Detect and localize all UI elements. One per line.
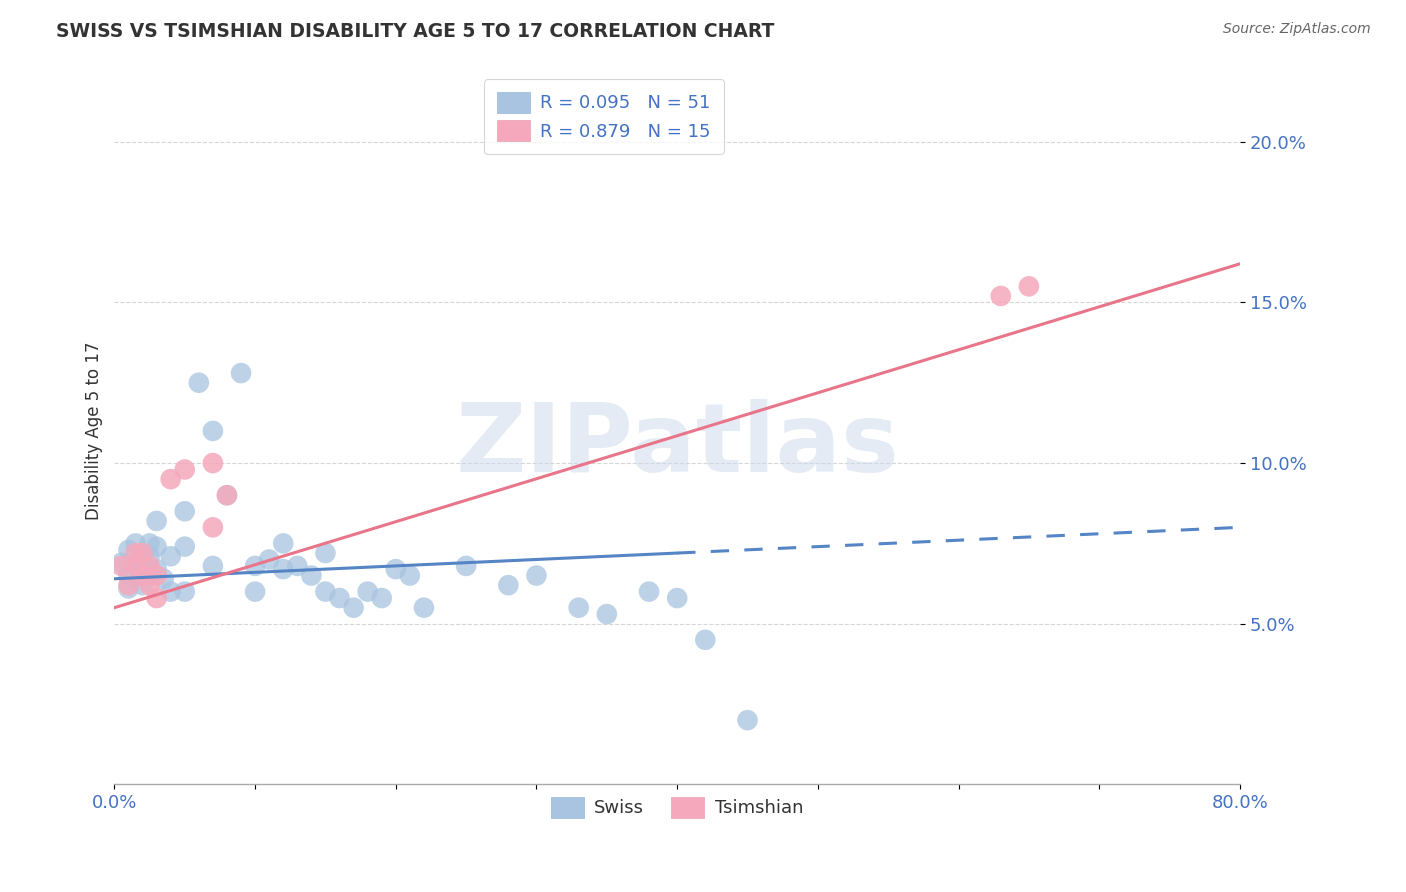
Point (596, 607, 619, 621)
Point (314, 546, 336, 560)
Text: Source: ZipAtlas.com: Source: ZipAtlas.com (1223, 22, 1371, 37)
Point (138, 578, 160, 592)
Point (110, 558, 132, 573)
Point (356, 584, 378, 599)
Point (173, 584, 195, 599)
Point (399, 568, 422, 582)
Point (138, 558, 160, 573)
Point (201, 520, 224, 534)
Point (201, 424, 224, 438)
Point (131, 578, 153, 592)
Point (271, 562, 294, 576)
Point (159, 472, 181, 486)
Point (117, 542, 139, 557)
Point (117, 568, 139, 582)
Point (271, 536, 294, 550)
Point (131, 552, 153, 566)
Point (666, 591, 689, 605)
Text: SWISS VS TSIMSHIAN DISABILITY AGE 5 TO 17 CORRELATION CHART: SWISS VS TSIMSHIAN DISABILITY AGE 5 TO 1… (56, 22, 775, 41)
Point (201, 456, 224, 470)
Point (328, 591, 350, 605)
Point (243, 558, 266, 573)
Point (124, 546, 146, 560)
Point (138, 536, 160, 550)
Text: ZIPatlas: ZIPatlas (456, 399, 898, 491)
Point (145, 568, 167, 582)
Point (229, 366, 252, 380)
Point (152, 572, 174, 586)
Point (215, 488, 238, 502)
Point (413, 600, 436, 615)
Point (173, 540, 195, 554)
Point (124, 558, 146, 573)
Point (299, 568, 322, 582)
Point (526, 568, 548, 582)
Point (342, 600, 364, 615)
Point (215, 488, 238, 502)
Point (568, 600, 591, 615)
Point (138, 549, 160, 564)
Point (131, 568, 153, 582)
Point (138, 568, 160, 582)
Point (1018, 279, 1040, 293)
Point (370, 591, 392, 605)
Point (456, 558, 478, 573)
Point (159, 549, 181, 564)
Point (201, 558, 224, 573)
Point (173, 462, 195, 476)
Legend: Swiss, Tsimshian: Swiss, Tsimshian (544, 789, 810, 825)
Point (990, 289, 1012, 303)
Point (695, 632, 717, 647)
Point (145, 591, 167, 605)
Point (498, 578, 520, 592)
Point (159, 584, 181, 599)
Point (110, 556, 132, 570)
Point (131, 546, 153, 560)
Point (257, 552, 280, 566)
Point (117, 582, 139, 596)
Point (173, 504, 195, 518)
Point (243, 584, 266, 599)
Point (124, 536, 146, 550)
Point (384, 562, 406, 576)
Point (145, 540, 167, 554)
Point (638, 584, 661, 599)
Point (187, 376, 209, 390)
Point (131, 562, 153, 576)
Point (314, 584, 336, 599)
Y-axis label: Disability Age 5 to 17: Disability Age 5 to 17 (86, 342, 103, 520)
Point (124, 558, 146, 573)
Point (285, 558, 308, 573)
Point (117, 578, 139, 592)
Point (145, 514, 167, 528)
Point (145, 562, 167, 576)
Point (737, 713, 759, 727)
